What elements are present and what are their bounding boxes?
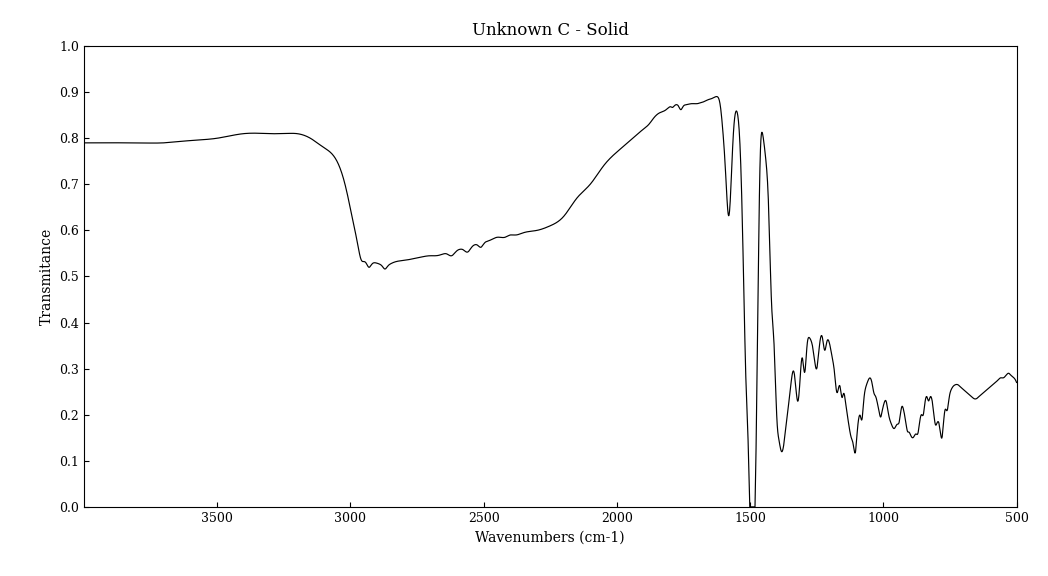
Y-axis label: Transmitance: Transmitance [40,228,53,325]
Title: Unknown C - Solid: Unknown C - Solid [472,22,629,39]
X-axis label: Wavenumbers (cm-1): Wavenumbers (cm-1) [476,530,625,544]
